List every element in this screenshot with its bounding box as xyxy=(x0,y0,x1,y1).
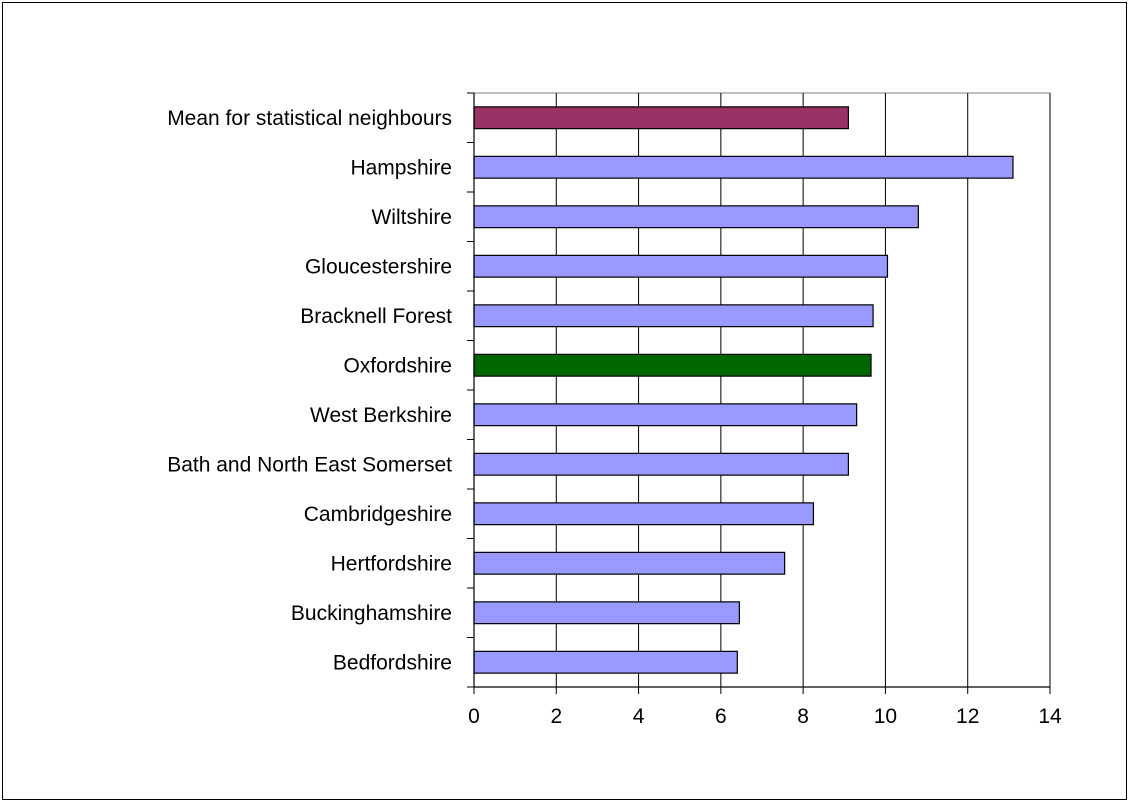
x-tick-label: 8 xyxy=(797,705,809,728)
category-label: Gloucestershire xyxy=(305,255,452,278)
category-label: Bedfordshire xyxy=(333,651,452,674)
category-label: Wiltshire xyxy=(371,206,452,229)
bar xyxy=(473,254,889,278)
category-label: Buckinghamshire xyxy=(291,602,452,625)
x-tick-label: 4 xyxy=(633,705,645,728)
bar xyxy=(473,650,738,674)
bar xyxy=(473,502,815,526)
gridlines xyxy=(473,92,1051,688)
category-label: Mean for statistical neighbours xyxy=(167,107,452,130)
category-label: West Berkshire xyxy=(310,404,452,427)
axes xyxy=(467,92,1051,694)
x-tick-label: 6 xyxy=(715,705,727,728)
x-tick-label: 0 xyxy=(468,705,480,728)
bar xyxy=(473,551,786,575)
category-label: Bracknell Forest xyxy=(300,305,452,328)
bar xyxy=(473,205,919,229)
bar xyxy=(473,304,874,328)
bar xyxy=(473,403,858,427)
category-label: Bath and North East Somerset xyxy=(167,453,452,476)
x-tick-label: 14 xyxy=(1038,705,1062,728)
bar xyxy=(473,353,872,377)
x-tick-label: 12 xyxy=(956,705,979,728)
bars xyxy=(473,106,1014,674)
category-labels: Mean for statistical neighbours Hampshire… xyxy=(167,107,452,675)
category-label: Hertfordshire xyxy=(331,552,452,575)
tick-labels: 0 2 4 6 8 10 12 14 xyxy=(468,705,1062,728)
x-tick-label: 10 xyxy=(874,705,897,728)
category-label: Hampshire xyxy=(350,156,452,179)
category-label: Cambridgeshire xyxy=(304,503,452,526)
x-tick-label: 2 xyxy=(550,705,562,728)
bar xyxy=(473,155,1014,179)
bar xyxy=(473,106,849,130)
plot-area-border xyxy=(473,92,1051,688)
category-label: Oxfordshire xyxy=(343,354,452,377)
bar xyxy=(473,452,849,476)
bar xyxy=(473,601,740,625)
